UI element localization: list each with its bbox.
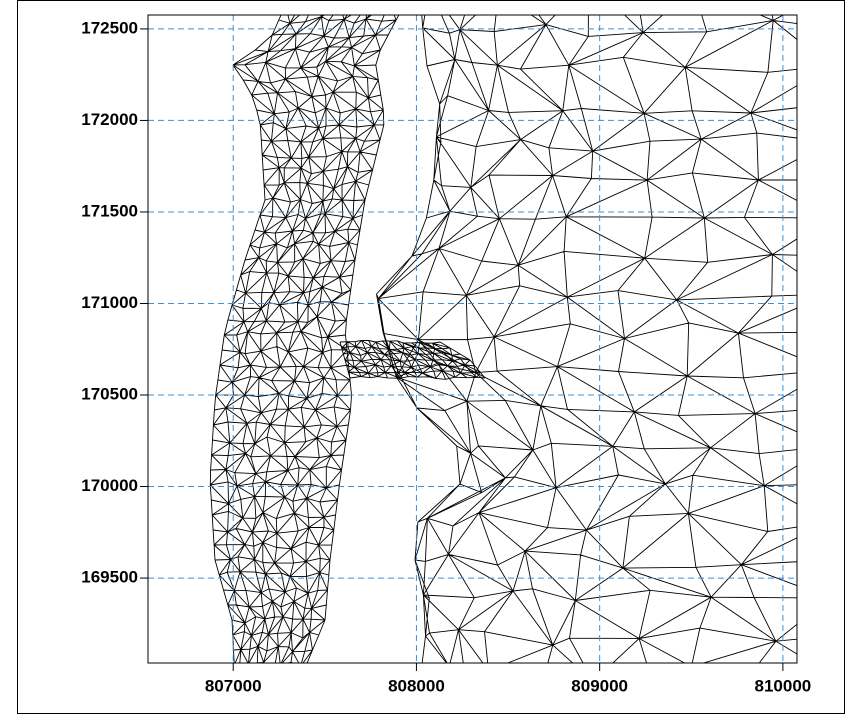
y-tick-label: 172500 [81, 18, 138, 37]
mesh-edges [340, 341, 485, 380]
chart: 807000 808000 809000 810000 169500 170000 1705… [0, 0, 847, 714]
y-tick-label: 172000 [81, 110, 138, 129]
frame [18, 1, 845, 714]
x-tick-label: 810000 [755, 676, 812, 695]
mesh-edges [377, 0, 831, 683]
y-tick-label: 170500 [81, 384, 138, 403]
y-tick-label: 170000 [81, 476, 138, 495]
y-tick-label: 171500 [81, 201, 138, 220]
y-tick-label: 169500 [81, 568, 138, 587]
x-tick-label: 808000 [388, 676, 445, 695]
mesh-edges [210, 0, 412, 683]
x-tick-label: 809000 [571, 676, 628, 695]
y-tick-label: 171000 [81, 293, 138, 312]
x-tick-label: 807000 [205, 676, 262, 695]
mesh [210, 0, 830, 684]
